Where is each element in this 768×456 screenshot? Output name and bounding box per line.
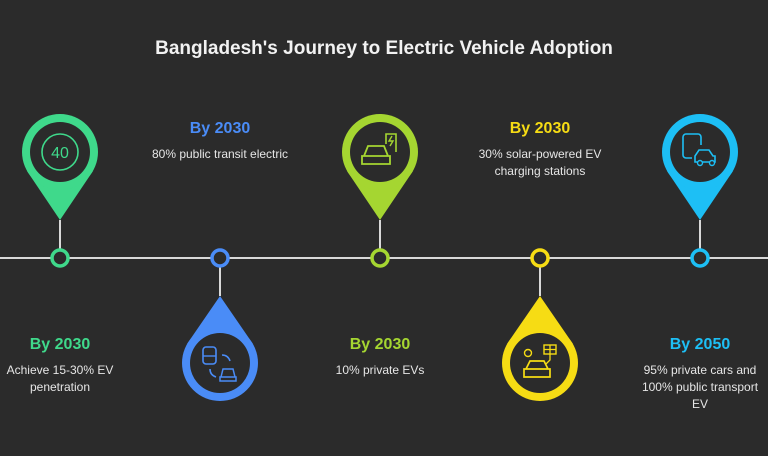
timeline-node [370,248,390,268]
map-pin [502,296,578,401]
timeline-node [690,248,710,268]
milestone-1: 40 [22,114,98,268]
milestone-year: By 2050 [669,336,731,353]
milestone-5 [662,114,738,268]
milestone-label: By 2030 10% private EVs [295,336,465,379]
page-title: Bangladesh's Journey to Electric Vehicle… [155,38,613,59]
milestone-year: By 2030 [29,336,91,353]
milestone-text: 95% private cars and 100% public transpo… [641,363,759,411]
milestone-text: 10% private EVs [335,363,425,377]
milestone-2 [182,248,258,401]
timeline-node [50,248,70,268]
timeline-node [210,248,230,268]
map-pin [182,296,258,401]
milestone-year: By 2030 [349,336,411,353]
map-pin [662,114,738,220]
milestone-label: By 2030 30% solar-powered EV charging sta… [455,120,625,180]
timeline-node [530,248,550,268]
milestone-4 [502,248,578,401]
speed-40-icon: 40 [41,133,79,171]
milestone-text: Achieve 15-30% EV penetration [6,363,114,394]
milestone-text: 80% public transit electric [151,147,289,161]
phone-car-icon [682,133,716,167]
milestone-label: By 2030 Achieve 15-30% EV penetration [0,336,145,396]
milestone-label: By 2050 95% private cars and 100% public … [615,336,768,413]
milestone-year: By 2030 [189,120,251,137]
svg-text:40: 40 [51,145,69,162]
milestone-label: By 2030 80% public transit electric [135,120,305,163]
milestone-year: By 2030 [509,120,571,137]
train-car-switch-icon [202,346,237,382]
car-charging-icon [361,133,397,165]
milestone-3 [342,114,418,268]
solar-car-icon [523,344,557,378]
map-pin [342,114,418,220]
milestone-text: 30% solar-powered EV charging stations [478,147,602,178]
map-pin: 40 [22,114,98,220]
